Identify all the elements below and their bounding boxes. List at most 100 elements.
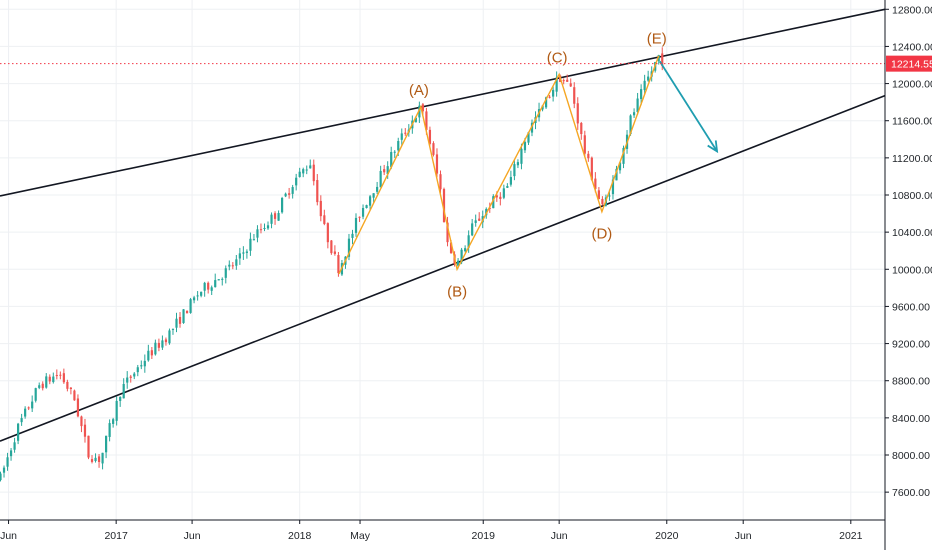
candle-body: [580, 122, 583, 135]
candle-body: [115, 400, 118, 421]
candles: [0, 47, 664, 482]
candle-body: [55, 375, 58, 377]
candle-body: [456, 260, 460, 266]
candle-body: [442, 188, 446, 222]
candle-body: [76, 398, 80, 417]
candle-body: [425, 111, 428, 130]
candle-body: [154, 342, 157, 355]
candle-body: [59, 374, 62, 376]
candle-body: [354, 217, 358, 233]
candle-body: [566, 79, 569, 82]
x-tick-label: 2019: [472, 530, 496, 542]
candle-body: [207, 282, 210, 290]
candle-body: [372, 193, 375, 198]
candle-body: [94, 457, 97, 462]
y-tick-label: 10800.00: [892, 190, 932, 202]
candle-body: [288, 193, 291, 195]
candle-body: [647, 76, 650, 81]
candle-body: [502, 188, 505, 198]
candle-body: [178, 316, 182, 324]
candle-body: [17, 423, 20, 441]
candle-body: [305, 169, 308, 171]
projection-arrow-line: [658, 60, 718, 152]
candle-body: [365, 205, 368, 209]
x-tick-label: Jun: [551, 530, 568, 542]
candle-body: [273, 213, 277, 219]
candle-body: [295, 177, 298, 186]
candle-body: [611, 179, 615, 195]
x-tick-label: May: [350, 530, 371, 542]
candle-body: [608, 195, 611, 197]
trendlines: [0, 8, 886, 442]
candle-body: [104, 435, 108, 453]
grid: [0, 0, 885, 520]
candle-body: [133, 373, 136, 377]
annotations: (A) (B) (C) (D) (E): [0, 31, 885, 300]
candle-body: [432, 143, 435, 155]
candle-body: [129, 376, 132, 378]
candle-body: [323, 215, 326, 224]
candle-body: [467, 235, 470, 248]
candle-body: [615, 168, 618, 181]
candle-body: [594, 178, 597, 189]
candle-body: [400, 133, 403, 140]
candle-body: [182, 309, 185, 323]
candle-body: [347, 238, 351, 257]
candle-body: [168, 330, 171, 344]
candle-body: [228, 264, 231, 267]
x-tick-label: Jun: [184, 530, 201, 542]
wave-label: (C): [547, 49, 568, 66]
candle-body: [573, 87, 576, 104]
y-tick-label: 11200.00: [892, 153, 932, 165]
candle-body: [189, 299, 192, 313]
candle-body: [147, 350, 150, 361]
y-tick-label: 12800.00: [892, 4, 932, 16]
wave-polyline: [338, 55, 660, 275]
candle-body: [2, 467, 6, 473]
candle-body: [590, 157, 593, 180]
candle-body: [9, 450, 13, 457]
candle-body: [256, 229, 259, 238]
wave-label: (D): [591, 226, 612, 243]
candle-body: [90, 459, 94, 462]
candle-body: [280, 197, 284, 213]
candle-body: [636, 98, 639, 113]
candle-body: [597, 190, 600, 200]
candle-body: [562, 80, 565, 82]
candle-body: [464, 248, 467, 252]
candle-body: [259, 229, 263, 231]
candle-body: [298, 171, 301, 177]
candle-body: [657, 55, 660, 62]
candle-body: [20, 418, 23, 423]
candle-body: [291, 187, 294, 194]
y-tick-label: 12000.00: [892, 79, 932, 91]
candle-body: [200, 291, 203, 296]
candle-body: [266, 225, 270, 229]
candle-body: [661, 53, 664, 66]
candle-body: [161, 340, 164, 348]
candle-body: [277, 213, 280, 221]
wave-label: (E): [647, 31, 667, 48]
candle-body: [34, 388, 37, 401]
candle-body: [379, 170, 382, 188]
candle-body: [122, 384, 125, 399]
candle-body: [66, 381, 69, 389]
candle-body: [390, 152, 393, 168]
candle-body: [13, 442, 16, 450]
candle-body: [601, 198, 604, 205]
candle-body: [418, 105, 421, 118]
candle-body: [414, 117, 417, 123]
candle-body: [337, 255, 340, 274]
candle-body: [333, 251, 336, 254]
candle-body: [544, 97, 548, 108]
candle-body: [520, 148, 523, 164]
candle-body: [428, 129, 432, 144]
candle-body: [0, 473, 2, 481]
candle-body: [245, 251, 248, 253]
candle-body: [629, 115, 632, 135]
candle-body: [62, 373, 65, 383]
x-tick-label: 2018: [288, 530, 312, 542]
candle-body: [309, 165, 312, 169]
